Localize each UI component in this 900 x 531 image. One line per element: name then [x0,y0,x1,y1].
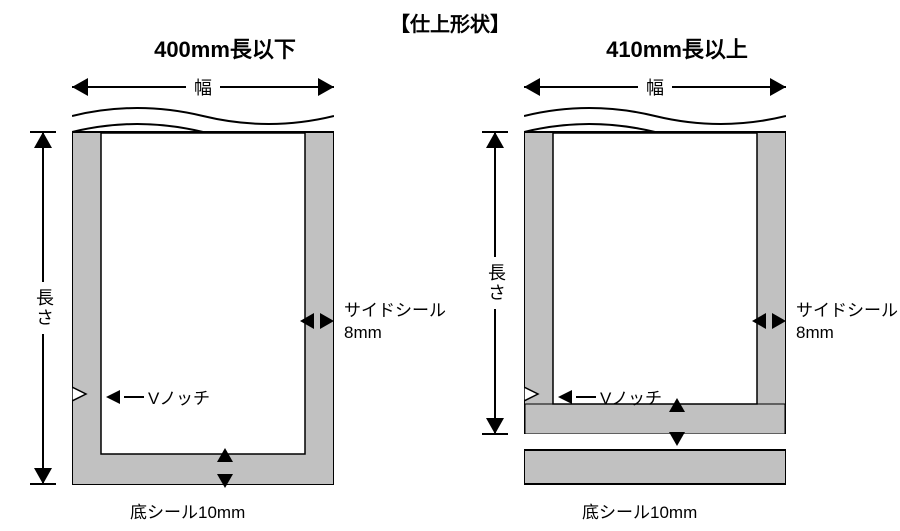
width-label: 幅 [638,74,672,100]
side-seal-dimension-left: サイドシール 8mm [300,312,450,356]
side-seal-label-l1: サイドシール [344,301,446,320]
pouch-diagram-left [72,104,334,502]
bottom-seal-dimension-right [660,398,694,446]
width-dimension-left: 幅 [72,72,334,102]
panel-left-title: 400mm長以下 [10,32,440,64]
vnotch-callout-left: Vノッチ [106,384,210,409]
bottom-seal-label-right: 底シール10mm [582,498,697,523]
side-seal-label-l2: 8mm [344,323,382,342]
side-seal-dimension-right: サイドシール 8mm [752,312,900,356]
vnotch-label-text: Vノッチ [600,384,662,409]
height-dimension-left: 長さ [24,132,64,484]
side-seal-label-l1: サイドシール [796,301,898,320]
height-label: 長さ [31,282,57,334]
panel-left: 400mm長以下 幅 長さ サイドシール 8mm [10,32,440,522]
pouch-diagram-right [524,104,786,502]
bottom-seal-dimension-left [208,448,242,488]
side-seal-label-l2: 8mm [796,323,834,342]
panel-right: 410mm長以上 幅 長さ サイドシール 8mm [462,32,892,522]
height-label: 長さ [483,257,509,309]
height-dimension-right: 長さ [476,132,516,434]
bottom-seal-label-left: 底シール10mm [130,498,245,523]
vnotch-label-text: Vノッチ [148,384,210,409]
vnotch-callout-right: Vノッチ [558,384,662,409]
panel-right-title: 410mm長以上 [462,32,892,64]
width-label: 幅 [186,74,220,100]
width-dimension-right: 幅 [524,72,786,102]
